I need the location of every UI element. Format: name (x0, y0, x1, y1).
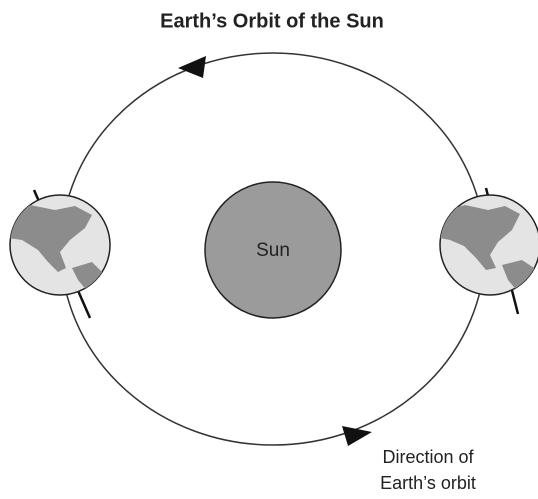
diagram: Earth’s Orbit of the Sun Sun Direction o… (0, 0, 538, 499)
orbit-arrow-bottom (342, 426, 372, 446)
direction-label: Earth’s orbit (380, 473, 476, 493)
direction-label: Direction of (382, 447, 474, 467)
earth-left (5, 190, 110, 318)
orbit-arrow-top (178, 56, 206, 78)
sun-label: Sun (256, 240, 290, 261)
earth-right (440, 188, 538, 314)
title: Earth’s Orbit of the Sun (160, 10, 384, 32)
